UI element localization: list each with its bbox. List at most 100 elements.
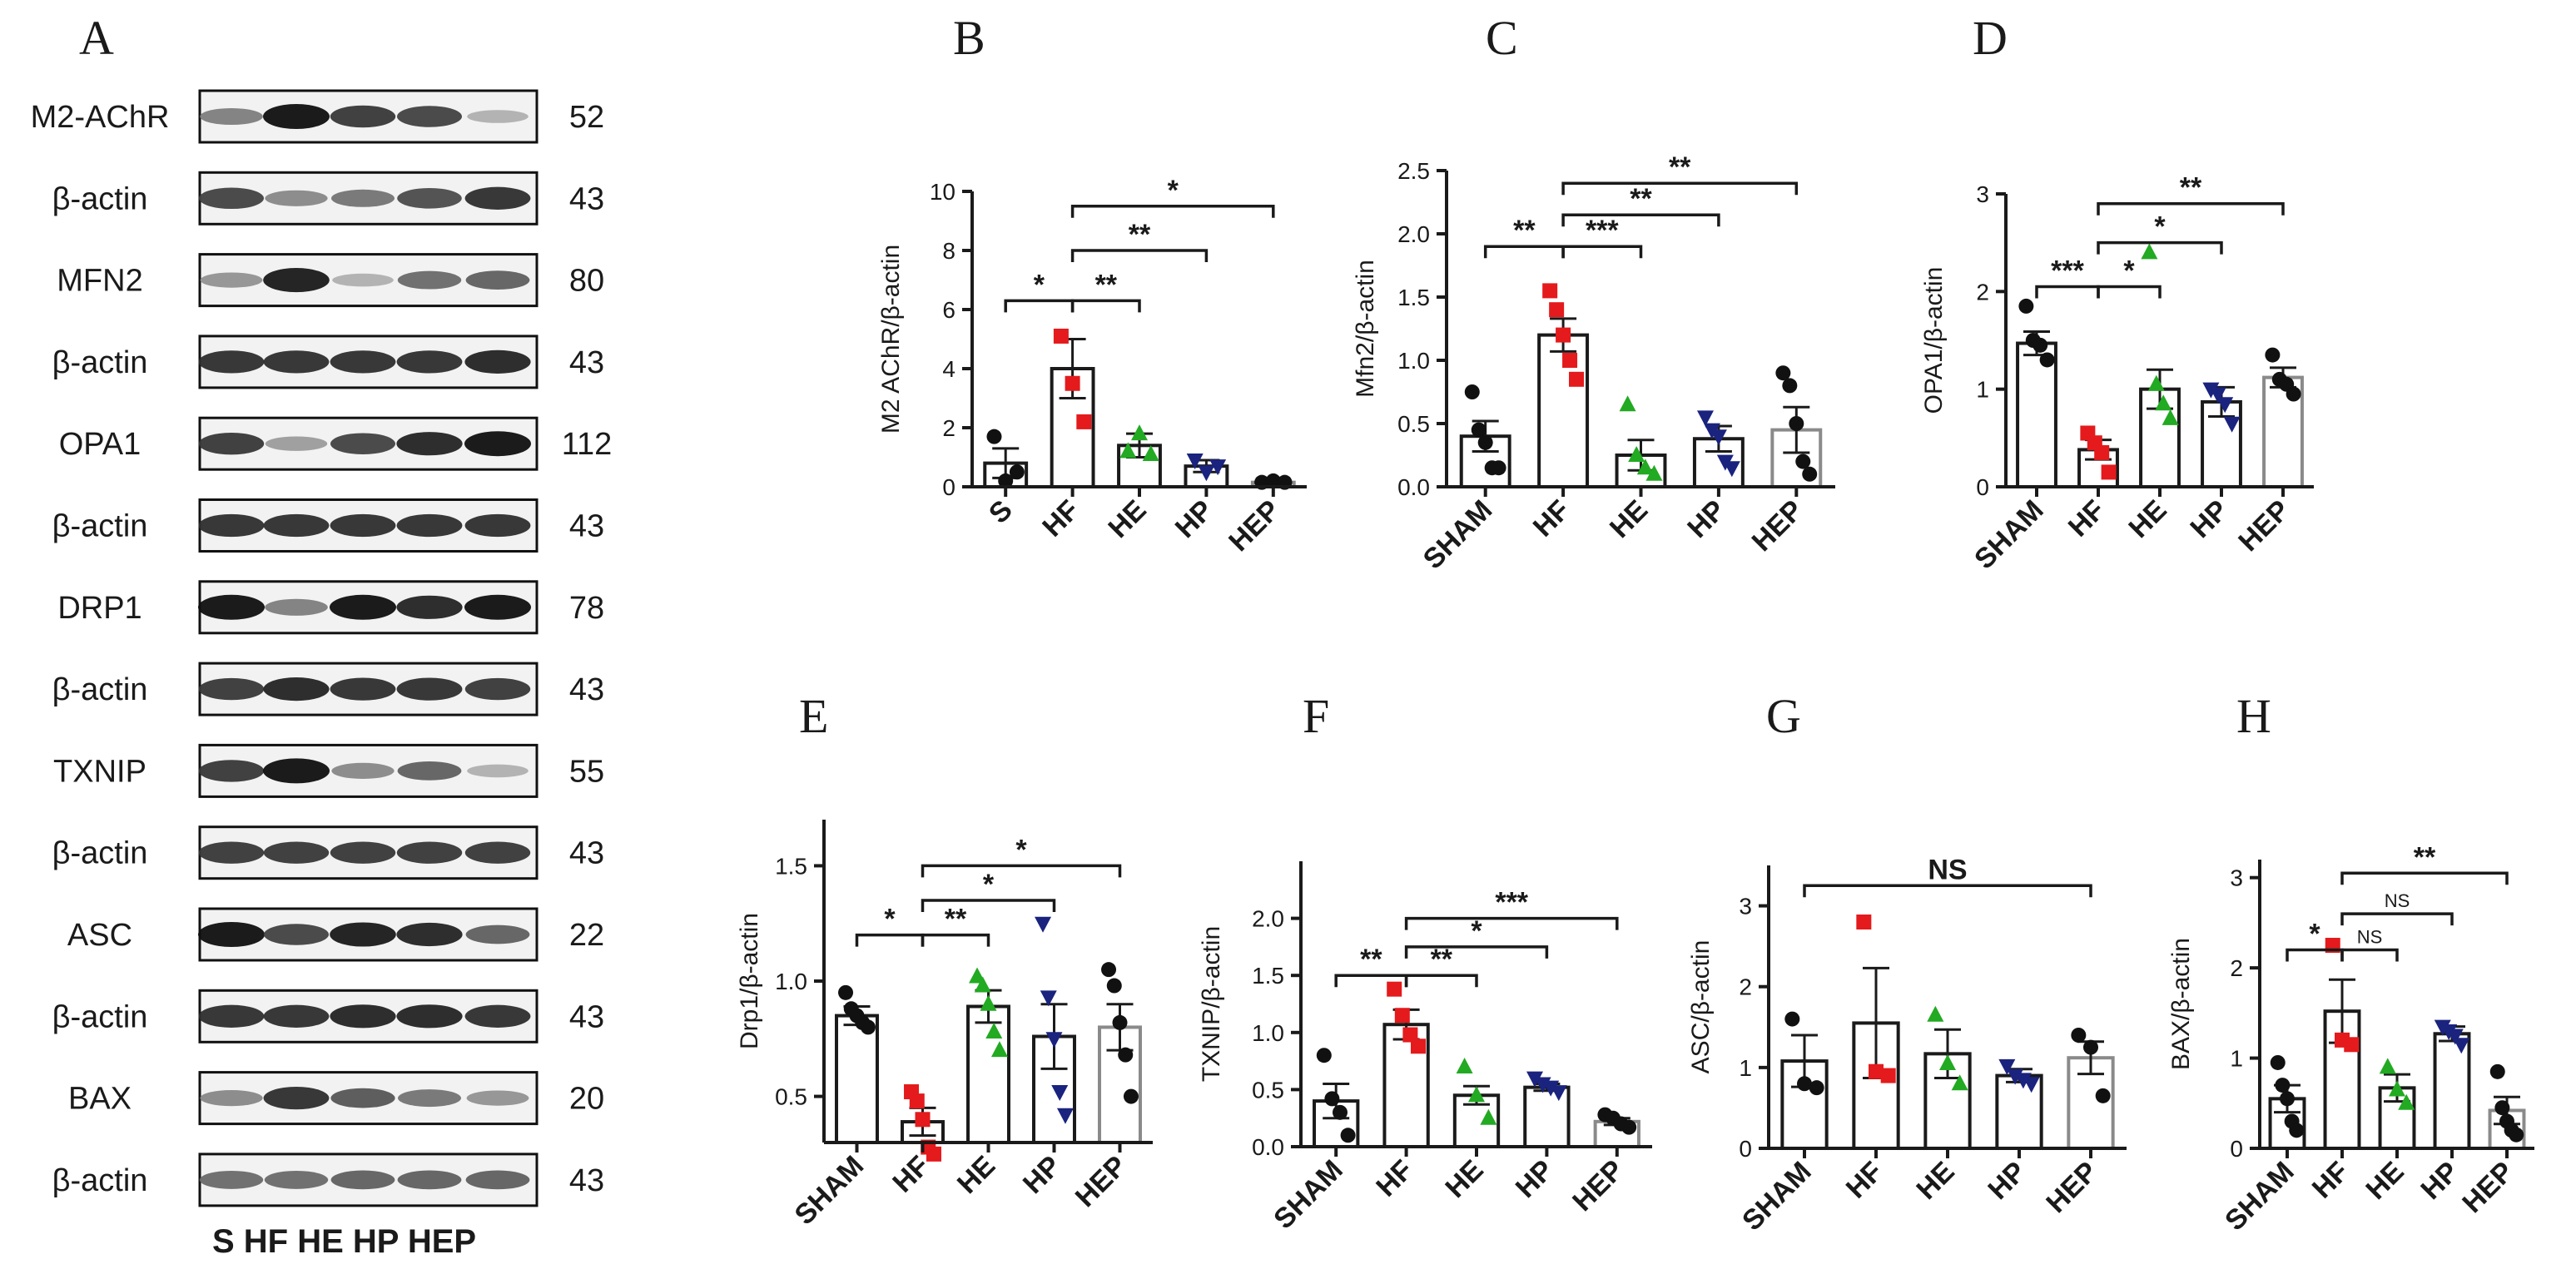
y-axis-title: M2 AChR/β-actin <box>877 245 905 434</box>
significance-bracket: NS <box>1803 854 2092 898</box>
blot-band <box>330 513 396 538</box>
y-tick-label: 0 <box>942 474 955 500</box>
x-tick-label: HE <box>2360 1156 2410 1206</box>
significance-label: NS <box>2385 890 2410 911</box>
data-point <box>2095 1088 2111 1103</box>
significance-bracket: ** <box>1404 944 1478 988</box>
blot-band <box>396 595 463 619</box>
data-point <box>1106 978 1122 994</box>
x-tick-label: SHAM <box>2219 1156 2301 1237</box>
y-tick-label: 2 <box>2230 955 2243 981</box>
significance-bracket: * <box>1070 175 1275 218</box>
data-point <box>1316 1048 1332 1063</box>
blot-kda-label: 78 <box>569 591 604 626</box>
blot-band <box>199 1170 264 1189</box>
data-point <box>1119 442 1137 459</box>
data-point <box>1621 1119 1637 1135</box>
data-point <box>2162 409 2179 425</box>
data-point <box>1387 981 1402 997</box>
x-tick-label: HEP <box>1566 1154 1630 1217</box>
x-tick-label: HEP <box>2456 1156 2519 1219</box>
data-point <box>990 1041 1008 1058</box>
x-tick-label: HP <box>1169 494 1219 544</box>
significance-bracket: ** <box>1334 944 1408 988</box>
x-tick-label: HEP <box>2232 494 2296 558</box>
blot-band <box>198 677 265 701</box>
significance-bracket: NS <box>2340 890 2454 926</box>
data-point <box>2280 1091 2295 1107</box>
blot-band <box>467 110 529 123</box>
y-tick-label: 6 <box>942 297 955 323</box>
x-tick-label: HEP <box>1746 494 1809 558</box>
panel-label: E <box>799 689 828 743</box>
data-point <box>915 1112 931 1128</box>
significance-label: * <box>1034 269 1045 300</box>
data-point <box>2344 1037 2360 1053</box>
panel-label: C <box>1486 11 1518 65</box>
y-tick-label: 1.0 <box>775 969 807 994</box>
data-point <box>1927 1005 1944 1022</box>
data-point <box>2014 1073 2032 1089</box>
blot-band <box>464 349 531 374</box>
blot-band <box>198 350 265 374</box>
blot-band <box>464 513 531 538</box>
blot-kda-label: 43 <box>569 181 604 216</box>
x-tick-label: HE <box>2122 494 2172 544</box>
y-tick-label: 2.5 <box>1397 158 1430 184</box>
y-axis-title: Mfn2/β-actin <box>1352 260 1379 398</box>
y-tick-label: 1 <box>1976 377 1989 403</box>
data-point <box>1101 962 1117 978</box>
data-point <box>1549 302 1565 318</box>
y-tick-label: 2 <box>1739 974 1752 1000</box>
data-point <box>838 984 854 1000</box>
blot-band <box>464 1004 531 1028</box>
data-point <box>1636 459 1654 475</box>
blot-band <box>198 433 265 455</box>
blot-row: β-actin 43 <box>52 498 604 553</box>
significance-label: *** <box>2051 255 2084 286</box>
y-tick-label: 1 <box>2230 1046 2243 1072</box>
significance-bracket: * <box>2097 211 2223 255</box>
blot-row: OPA1 112 <box>59 416 612 471</box>
significance-bracket: ** <box>921 904 990 947</box>
blot-band <box>464 186 531 210</box>
x-tick-label: HP <box>2184 494 2234 544</box>
significance-bracket: ** <box>2340 841 2509 885</box>
data-point <box>1394 1008 1410 1024</box>
blot-kda-label: 52 <box>569 100 604 135</box>
y-tick-label: 0 <box>1976 474 1989 500</box>
significance-label: * <box>983 869 995 900</box>
panel-label: H <box>2236 689 2271 743</box>
blot-band <box>396 432 463 456</box>
blot-protein-label: β-actin <box>52 999 148 1034</box>
blot-row: β-actin 43 <box>52 825 604 880</box>
blot-band <box>265 598 328 616</box>
y-axis-title: TXNIP/β-actin <box>1198 926 1225 1082</box>
data-point <box>2216 397 2234 414</box>
significance-label: ** <box>1095 269 1118 300</box>
data-point <box>1569 371 1585 387</box>
data-point <box>2023 1077 2040 1093</box>
blot-band <box>332 273 394 287</box>
blot-row: β-actin 43 <box>52 662 604 716</box>
y-tick-label: 2 <box>942 415 955 441</box>
data-point <box>1809 1080 1824 1096</box>
data-point <box>2155 394 2172 411</box>
data-point <box>2018 298 2034 314</box>
data-point <box>1053 328 1069 344</box>
data-point <box>1142 444 1159 461</box>
data-point <box>909 1093 925 1109</box>
data-point <box>2007 1068 2024 1085</box>
x-tick-label: HEP <box>1070 1150 1133 1213</box>
data-point <box>1112 1014 1128 1030</box>
significance-label: NS <box>1928 854 1967 885</box>
blot-band <box>396 922 463 947</box>
blot-band <box>396 677 463 701</box>
blot-row: β-actin 43 <box>52 989 604 1043</box>
significance-label: * <box>1015 834 1027 865</box>
blot-kda-label: 43 <box>569 672 604 707</box>
panel-label: D <box>1973 11 2008 65</box>
significance-bracket: * <box>1404 915 1549 959</box>
y-tick-label: 1 <box>1739 1055 1752 1081</box>
